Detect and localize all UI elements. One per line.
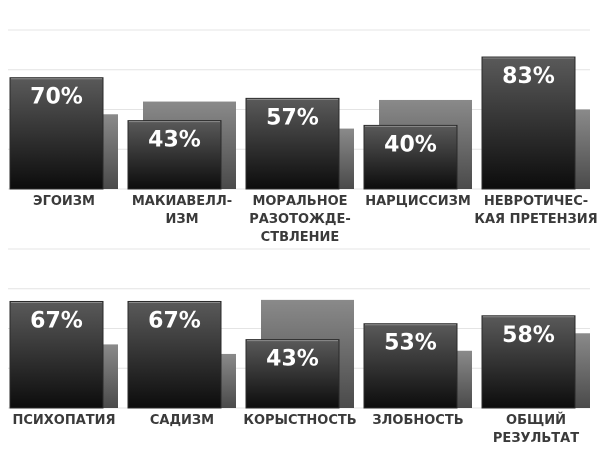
bar-value-label: 83% bbox=[502, 64, 555, 89]
primary-bar bbox=[363, 323, 458, 409]
primary-bar bbox=[363, 124, 458, 190]
primary-bar bbox=[9, 300, 104, 409]
primary-bar bbox=[9, 77, 104, 190]
primary-bar bbox=[245, 97, 340, 190]
category-label: САДИЗМ bbox=[150, 413, 214, 428]
category-label: МОРАЛЬНОЕ bbox=[252, 194, 347, 209]
category-label: НЕВРОТИЧЕС- bbox=[484, 194, 588, 209]
category-label: ПСИХОПАТИЯ bbox=[12, 413, 115, 428]
bar-value-label: 58% bbox=[502, 323, 555, 348]
category-label: ОБЩИЙ bbox=[506, 412, 566, 428]
primary-bar bbox=[481, 315, 576, 409]
category-label: РАЗОТОЖДЕ- bbox=[249, 212, 351, 227]
chart-panel-top: 70% ЭГОИЗМ 43% МАКИАВЕЛЛ- ИЗМ 57% МОРАЛЬНОЕ РАЗ… bbox=[8, 29, 597, 245]
category-label: СТВЛЕНИЕ bbox=[261, 230, 340, 245]
bar-value-label: 67% bbox=[148, 308, 201, 333]
category-label: КОРЫСТНОСТЬ bbox=[243, 413, 356, 428]
chart-panel-bottom: 67% ПСИХОПАТИЯ 67% САДИЗМ 43% КОРЫСТНОСТЬ 53% З… bbox=[8, 248, 590, 446]
bar-value-label: 40% bbox=[384, 132, 437, 157]
category-label: МАКИАВЕЛЛ- bbox=[132, 194, 232, 209]
bar-value-label: 57% bbox=[266, 105, 319, 130]
primary-bar bbox=[127, 120, 222, 190]
primary-bar bbox=[245, 339, 340, 409]
bar-value-label: 70% bbox=[30, 85, 83, 110]
bar-value-label: 43% bbox=[266, 347, 319, 372]
category-label: ЗЛОБНОСТЬ bbox=[372, 413, 463, 428]
bar-value-label: 43% bbox=[148, 128, 201, 153]
category-label: ИЗМ bbox=[165, 212, 198, 227]
category-label: КАЯ ПРЕТЕНЗИЯ bbox=[474, 212, 597, 227]
primary-bar bbox=[481, 56, 576, 190]
bar-value-label: 53% bbox=[384, 331, 437, 356]
primary-bar bbox=[127, 300, 222, 409]
category-label: НАРЦИССИЗМ bbox=[365, 194, 471, 209]
bar-value-label: 67% bbox=[30, 308, 83, 333]
category-label: РЕЗУЛЬТАТ bbox=[493, 431, 579, 446]
category-label: ЭГОИЗМ bbox=[33, 194, 95, 209]
